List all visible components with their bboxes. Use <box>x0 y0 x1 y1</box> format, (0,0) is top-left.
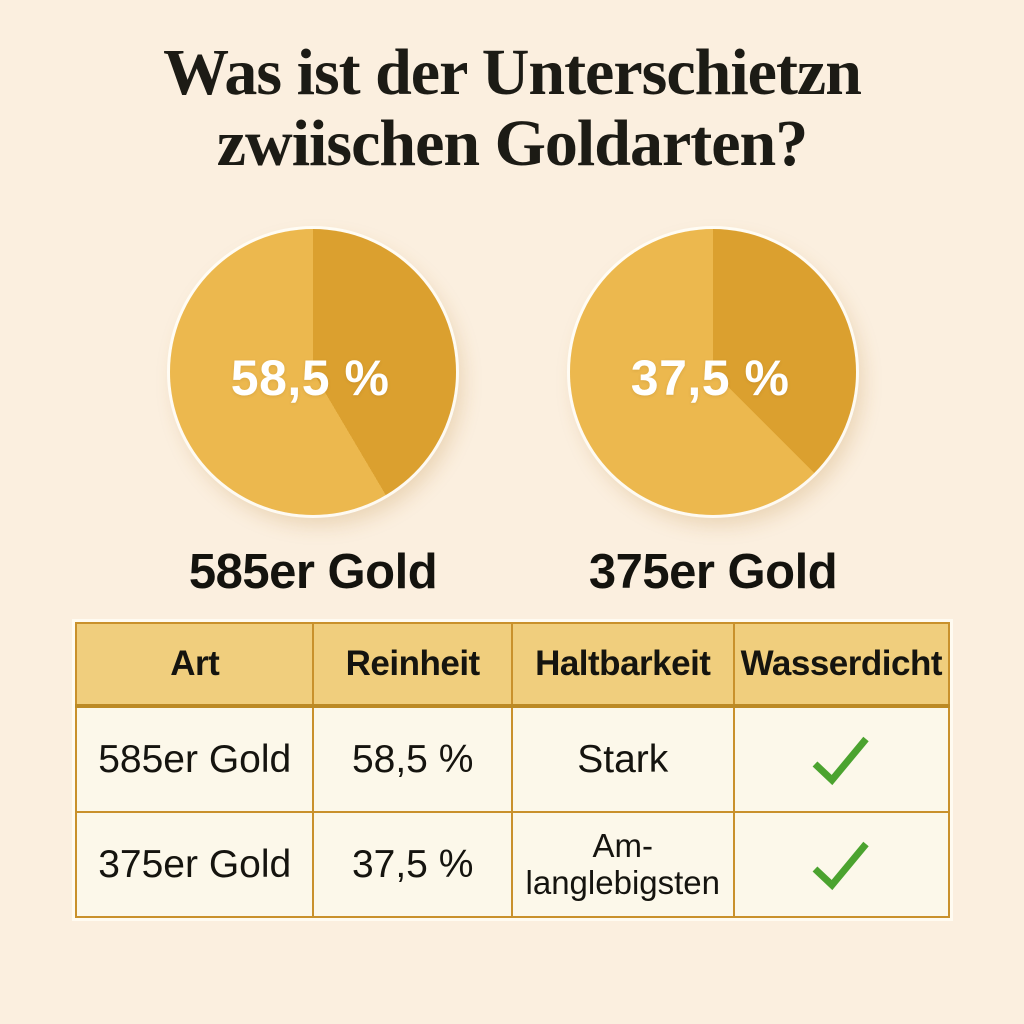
col-header-haltbarkeit: Haltbarkeit <box>510 622 735 708</box>
cell-reinheit-375: 37,5 % <box>312 811 513 918</box>
pie-chart-585er-gold: 58,5 % <box>170 229 456 515</box>
pie-chart-375er-gold: 37,5 % <box>570 229 856 515</box>
title-line-2: zwiischen Goldarten? <box>216 106 808 180</box>
cell-art-585: 585er Gold <box>74 705 315 813</box>
cell-reinheit-585: 58,5 % <box>312 705 513 813</box>
pie-375-percent-label: 37,5 % <box>630 349 790 406</box>
cell-wasserdicht-375 <box>732 811 951 918</box>
pie-585-caption: 585er Gold <box>188 545 438 599</box>
cell-haltbarkeit-375: Am-langlebigsten <box>510 811 735 918</box>
pie-375-caption: 375er Gold <box>588 545 838 599</box>
check-icon <box>812 736 870 785</box>
col-header-art: Art <box>74 622 315 708</box>
pie-585-percent-label: 58,5 % <box>230 349 390 406</box>
check-icon <box>812 841 870 890</box>
title-line-1: Was ist der Unterschietzn <box>163 36 862 109</box>
table-row-585: 585er Gold 58,5 % Stark <box>74 705 951 813</box>
cell-art-375: 375er Gold <box>74 811 315 918</box>
col-header-reinheit: Reinheit <box>312 622 513 708</box>
col-header-wasserdicht: Wasserdicht <box>732 622 951 708</box>
table-row-375: 375er Gold 37,5 % Am-langlebigsten <box>74 811 951 918</box>
cell-wasserdicht-585 <box>732 705 951 813</box>
gold-comparison-table: Art Reinheit Haltbarkeit Wasserdicht 585… <box>74 622 951 918</box>
cell-haltbarkeit-585: Stark <box>510 705 735 813</box>
table-header-row: Art Reinheit Haltbarkeit Wasserdicht <box>74 622 951 708</box>
page-title: Was ist der Unterschietzn zwiischen Gold… <box>0 36 1024 180</box>
